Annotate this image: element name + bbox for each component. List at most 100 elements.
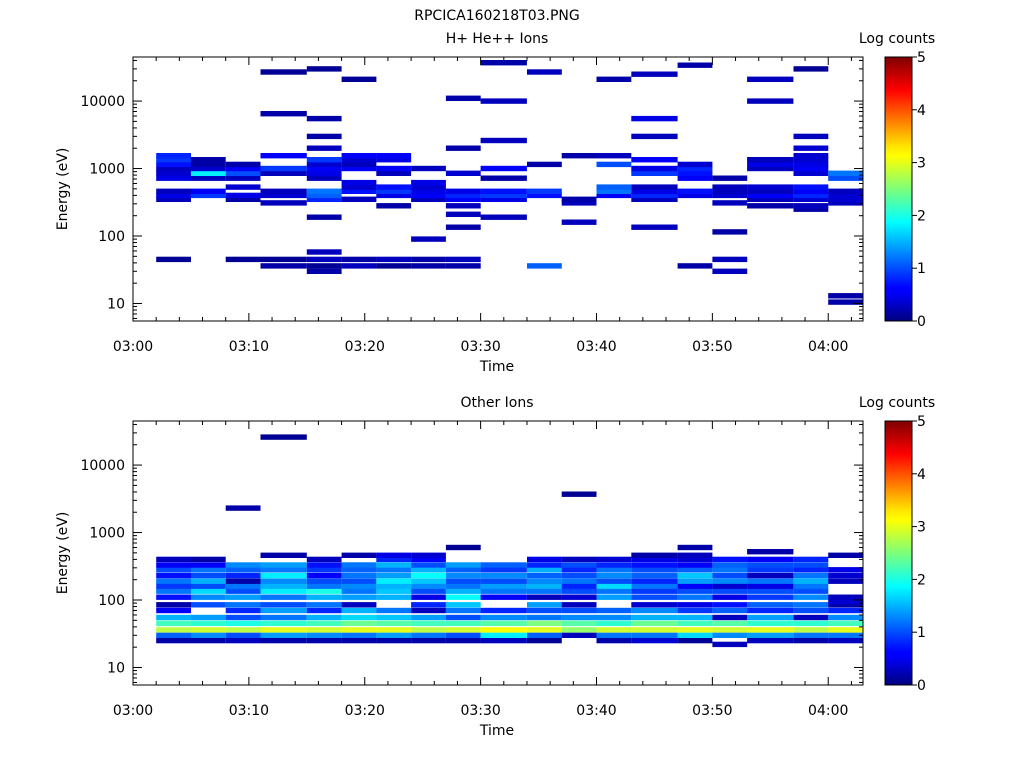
colorbar-tick-label: 3 [917,156,926,172]
heatmap-cell [225,614,261,621]
heatmap-cell [480,614,527,621]
heatmap-cell [793,203,829,209]
heatmap-cell [527,637,562,644]
heatmap-cell [306,583,342,589]
heatmap-cell [156,588,191,594]
heatmap-cell [596,192,632,199]
heatmap-cell [376,203,412,209]
heatmap-cell [747,76,794,82]
heatmap-cell [631,170,678,176]
heatmap-cell [677,594,713,600]
heatmap-cell [561,562,597,568]
heatmap-cell [596,562,632,568]
heatmap-cell [677,552,713,558]
heatmap-cell [828,578,863,584]
heatmap-cell [631,133,678,140]
heatmap-cell [341,567,377,573]
heatmap-cell [793,196,829,202]
heatmap-cell [376,632,412,638]
heatmap-cell [712,614,748,621]
heatmap-cell [341,184,377,190]
heatmap-cell [306,602,342,608]
heatmap-cell [747,165,794,172]
heatmap-cell [480,214,527,220]
heatmap-cell [445,602,481,608]
heatmap-cell [712,594,748,600]
heatmap-cell [156,578,191,584]
heatmap-cell [225,627,261,633]
heatmap-cell [156,175,191,181]
heatmap-cell [190,562,226,568]
heatmap-cell [793,572,829,579]
heatmap-cell [190,161,226,168]
heatmap-cell [306,188,342,194]
heatmap-cell [376,620,412,627]
x-tick-label: 03:50 [692,703,732,719]
heatmap-cell [260,153,307,159]
heatmap-cell [712,578,748,584]
heatmap-cell [341,165,377,172]
heatmap-cell [445,192,481,199]
heatmap-cell [828,188,863,194]
heatmap-cell [411,184,446,190]
heatmap-cell [596,572,632,579]
heatmap-cell [376,184,412,190]
heatmap-cell [376,188,412,194]
heatmap-cell [445,544,481,551]
heatmap-cell [712,556,748,563]
heatmap-cell [411,165,446,172]
heatmap-cell [596,620,632,627]
heatmap-cell [411,179,446,186]
heatmap-cell [260,572,307,579]
heatmap-cell [190,192,226,199]
heatmap-cell [190,637,226,644]
top-x-axis: 03:00 03:10 03:20 03:30 03:40 03:50 04:00 [113,57,852,355]
heatmap-cell [306,632,342,638]
heatmap-cell [480,165,527,172]
heatmap-cell [677,62,713,68]
heatmap-cell [376,594,412,600]
bottom-y-axis-label: Energy (eV) [55,512,71,595]
heatmap-cell [190,594,226,600]
heatmap-cell [480,192,527,199]
heatmap-cell [712,607,748,614]
heatmap-cell [712,256,748,263]
heatmap-cell [190,175,226,181]
colorbar-tick-label: 4 [917,103,926,119]
heatmap-cell [306,66,342,72]
x-tick-label: 03:30 [460,339,500,355]
heatmap-cell [260,627,307,633]
heatmap-cell [793,157,829,163]
heatmap-cell [411,552,446,558]
heatmap-cell [260,200,307,206]
heatmap-cell [480,620,527,627]
y-tick-label: 10000 [80,94,125,110]
colorbar-tick-label: 4 [917,467,926,483]
heatmap-cell [445,578,481,584]
heatmap-cell [561,556,597,563]
heatmap-cell [561,607,597,614]
heatmap-cell [306,161,342,168]
heatmap-cell [190,170,226,176]
heatmap-cell [306,614,342,621]
heatmap-cell [156,620,191,627]
heatmap-cell [156,607,191,614]
heatmap-cell [376,153,412,159]
y-tick-label: 10000 [80,458,125,474]
x-tick-label: 04:00 [808,703,848,719]
heatmap-cell [828,594,863,600]
heatmap-cell [561,583,597,589]
heatmap-cell [306,263,342,269]
heatmap-cell [341,552,377,558]
heatmap-cell [747,203,794,209]
heatmap-cell [411,594,446,600]
heatmap-cell [631,637,678,644]
bottom-colorbar [884,420,913,686]
heatmap-cell [561,588,597,594]
heatmap-cell [527,614,562,621]
heatmap-cell [480,60,527,66]
heatmap-cell [156,562,191,568]
heatmap-cell [631,115,678,122]
heatmap-cell [747,594,794,600]
heatmap-cell [156,188,191,194]
